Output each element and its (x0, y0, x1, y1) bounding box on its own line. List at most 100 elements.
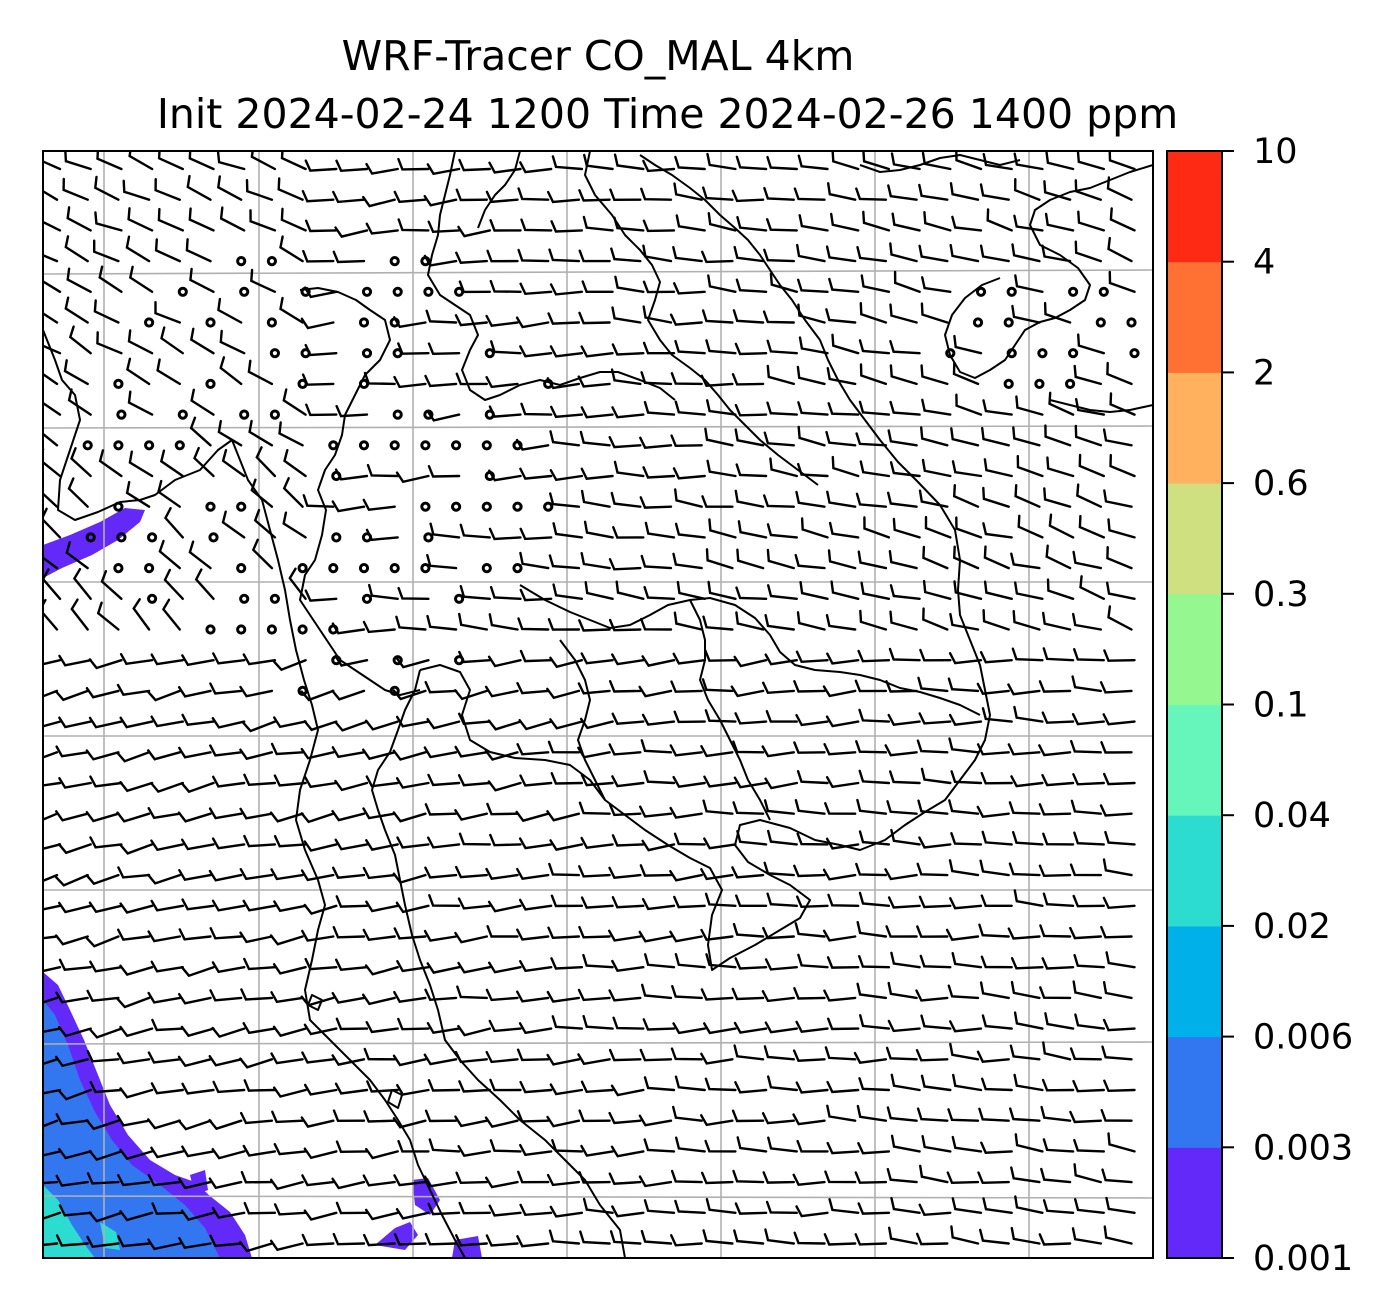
wind-barb (116, 751, 151, 763)
wind-barb (1008, 801, 1041, 815)
wind-barb (734, 403, 768, 417)
wind-barb (423, 1175, 458, 1188)
wind-barb (1041, 774, 1075, 787)
wind-barb (332, 1232, 366, 1246)
wind-barb (395, 471, 430, 484)
wind-barb (43, 1180, 59, 1185)
wind-barb (980, 894, 1013, 907)
wind-barb (580, 467, 614, 480)
wind-barb (674, 155, 706, 171)
wind-barb (891, 212, 921, 232)
wind-barb (301, 190, 335, 203)
calm-wind-circle (451, 440, 462, 451)
wind-barb (887, 713, 921, 726)
wind-barb (516, 990, 550, 1003)
wind-barb (1071, 1227, 1102, 1245)
wind-barb (245, 179, 274, 201)
wind-barb (1101, 1045, 1133, 1061)
wind-barb (550, 405, 584, 419)
wind-barb (1013, 1011, 1044, 1030)
wind-barb (889, 770, 921, 785)
wind-barb (424, 988, 458, 1002)
wind-barb (608, 1048, 642, 1062)
wind-barb (643, 1076, 676, 1092)
wind-barb (43, 1088, 62, 1095)
wind-barb (1046, 578, 1075, 600)
wind-barb (300, 747, 335, 760)
wind-barb (643, 400, 676, 416)
wind-barb (580, 896, 614, 909)
wind-barb (1077, 333, 1105, 355)
wind-barb (519, 527, 553, 541)
wind-barb (824, 1170, 857, 1184)
wind-barb (705, 339, 737, 355)
wind-barb (484, 749, 519, 761)
wind-barb (116, 683, 151, 697)
wind-barb (1038, 803, 1072, 816)
colorbar-segment (1167, 261, 1222, 373)
wind-barb (763, 186, 795, 201)
wind-barb (282, 388, 307, 416)
wind-barb (552, 522, 584, 539)
wind-barb (66, 206, 92, 232)
wind-barb (485, 1234, 519, 1247)
wind-barb (826, 1141, 860, 1155)
wind-barb (953, 580, 983, 600)
wind-barb (489, 585, 522, 600)
wind-barb (43, 160, 62, 171)
wind-barb (702, 186, 734, 201)
wind-barb (243, 957, 277, 971)
wind-barb (796, 1139, 829, 1153)
wind-barb (793, 680, 826, 693)
wind-barb (55, 873, 89, 887)
wind-barb (702, 615, 734, 631)
wind-barb (638, 1114, 673, 1127)
wind-barb (393, 990, 427, 1004)
wind-barb (119, 1087, 154, 1099)
wind-barb (610, 368, 642, 386)
border-line-central-1 (299, 287, 421, 696)
wind-barb (43, 189, 59, 201)
wind-barb (43, 720, 62, 728)
wind-barb (764, 777, 798, 790)
wind-barb (247, 359, 274, 386)
wind-barb (885, 680, 918, 693)
wind-barbs (43, 151, 1136, 1253)
wind-barb (736, 548, 765, 570)
wind-barb (519, 1143, 553, 1157)
wind-barb (548, 1229, 581, 1245)
wind-barb (209, 744, 243, 757)
wind-barb (674, 1075, 706, 1092)
wind-barb (334, 655, 369, 667)
wind-barb (63, 359, 89, 386)
wind-barb (157, 207, 184, 232)
wind-barb (64, 296, 89, 324)
wind-barb (362, 993, 396, 1006)
wind-barb (580, 773, 614, 787)
colorbar-tick-label: 0.001 (1253, 1239, 1353, 1279)
wind-barb (767, 829, 798, 846)
wind-barb (88, 901, 123, 914)
wind-barb (303, 286, 338, 299)
wind-barb (43, 344, 62, 355)
wind-barb (458, 650, 491, 664)
wind-barb (704, 1139, 737, 1153)
wind-barb (1013, 889, 1044, 907)
wind-barb (951, 215, 983, 232)
wind-barb (58, 1204, 92, 1217)
wind-barb (980, 771, 1013, 785)
coastline-north-river (639, 154, 821, 341)
wind-barb (824, 802, 857, 815)
wind-barb (300, 317, 335, 330)
wind-barb (889, 242, 918, 263)
wind-barb (423, 254, 458, 267)
wind-barb (669, 313, 703, 326)
wind-barb (792, 1113, 826, 1126)
wind-barb (611, 306, 642, 324)
wind-barb (920, 364, 949, 386)
wind-barb (578, 619, 611, 632)
colorbar-tick-label: 0.02 (1253, 907, 1331, 947)
calm-wind-circle (328, 563, 339, 574)
wind-barb (982, 1197, 1013, 1214)
wind-barb (767, 584, 798, 600)
